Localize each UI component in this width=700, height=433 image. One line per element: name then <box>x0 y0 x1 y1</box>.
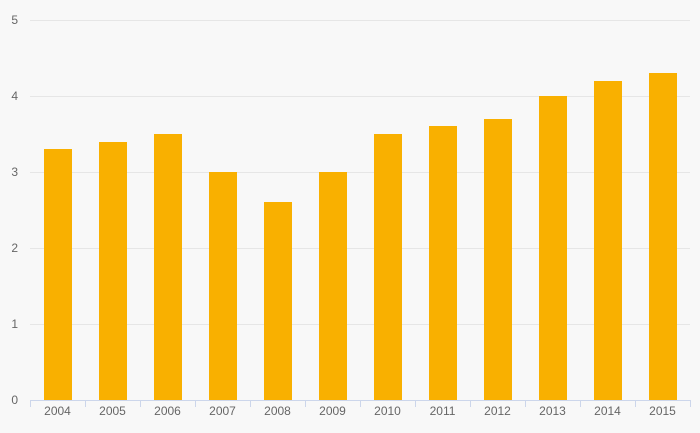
x-axis-tick <box>140 400 141 407</box>
gridline-y-1 <box>30 324 690 325</box>
x-tick-label-2013: 2013 <box>539 404 566 418</box>
x-axis-tick <box>415 400 416 407</box>
x-axis-tick <box>195 400 196 407</box>
x-tick-label-2009: 2009 <box>319 404 346 418</box>
bar-2014[interactable] <box>593 81 622 400</box>
bar-2007[interactable] <box>208 172 237 400</box>
x-axis-tick <box>250 400 251 407</box>
gridline-y-4 <box>30 96 690 97</box>
x-tick-label-2011: 2011 <box>429 404 456 418</box>
x-axis-tick <box>525 400 526 407</box>
bar-2011[interactable] <box>428 126 457 400</box>
x-axis-tick <box>470 400 471 407</box>
x-tick-label-2014: 2014 <box>594 404 621 418</box>
bar-2005[interactable] <box>98 142 127 400</box>
x-axis-tick <box>580 400 581 407</box>
y-tick-label: 5 <box>11 13 18 27</box>
x-tick-label-2012: 2012 <box>484 404 511 418</box>
bar-2004[interactable] <box>43 149 72 400</box>
y-tick-label: 4 <box>11 89 18 103</box>
y-tick-label: 1 <box>11 317 18 331</box>
x-axis-tick <box>360 400 361 407</box>
x-tick-label-2005: 2005 <box>99 404 126 418</box>
bar-2010[interactable] <box>373 134 402 400</box>
x-tick-label-2007: 2007 <box>209 404 236 418</box>
bar-2013[interactable] <box>538 96 567 400</box>
x-axis-tick <box>635 400 636 407</box>
bar-2015[interactable] <box>648 73 677 400</box>
gridline-y-5 <box>30 20 690 21</box>
x-tick-label-2010: 2010 <box>374 404 401 418</box>
x-tick-label-2008: 2008 <box>264 404 291 418</box>
y-tick-label: 2 <box>11 241 18 255</box>
x-axis-tick <box>690 400 691 407</box>
x-axis-tick <box>305 400 306 407</box>
x-axis-tick <box>85 400 86 407</box>
bar-2009[interactable] <box>318 172 347 400</box>
gridline-y-3 <box>30 172 690 173</box>
bar-2008[interactable] <box>263 202 292 400</box>
y-tick-label: 0 <box>11 393 18 407</box>
x-tick-label-2006: 2006 <box>154 404 181 418</box>
y-tick-label: 3 <box>11 165 18 179</box>
x-axis-tick <box>30 400 31 407</box>
gridline-y-2 <box>30 248 690 249</box>
x-tick-label-2015: 2015 <box>649 404 676 418</box>
x-tick-label-2004: 2004 <box>44 404 71 418</box>
bar-2012[interactable] <box>483 119 512 400</box>
bar-2006[interactable] <box>153 134 182 400</box>
